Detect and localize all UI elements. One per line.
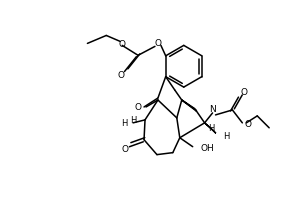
- Text: H: H: [130, 116, 136, 125]
- Text: O: O: [119, 40, 126, 49]
- Text: H: H: [121, 119, 127, 128]
- Polygon shape: [205, 123, 216, 133]
- Text: O: O: [134, 103, 141, 113]
- Text: O: O: [155, 39, 161, 48]
- Text: H: H: [209, 124, 215, 133]
- Text: O: O: [122, 145, 129, 154]
- Text: N: N: [209, 105, 216, 115]
- Text: O: O: [241, 87, 248, 97]
- Polygon shape: [182, 100, 197, 111]
- Text: O: O: [244, 120, 251, 129]
- Text: H: H: [223, 132, 230, 141]
- Text: O: O: [118, 71, 125, 80]
- Text: OH: OH: [201, 144, 214, 153]
